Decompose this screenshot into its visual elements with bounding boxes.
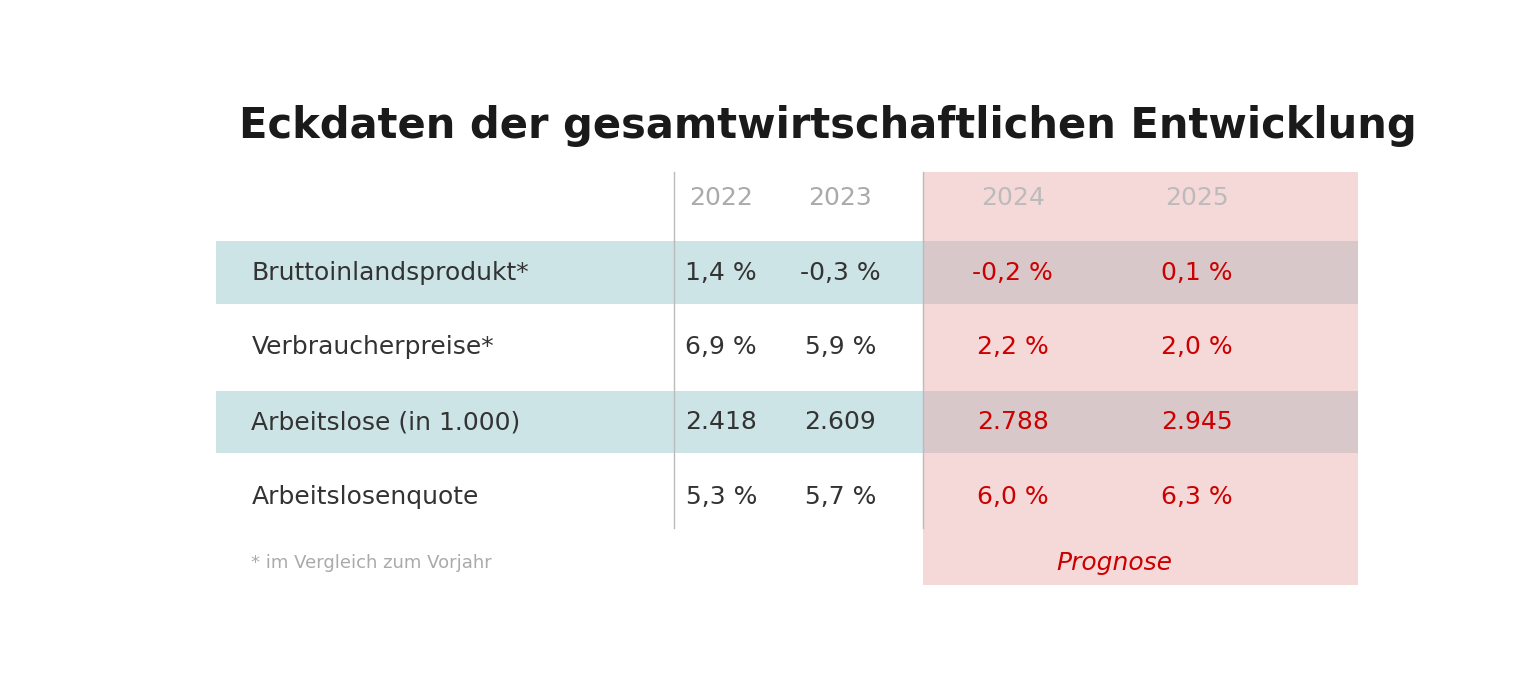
Text: 5,9 %: 5,9 % [804, 335, 876, 359]
Text: -0,3 %: -0,3 % [800, 261, 881, 285]
Text: Arbeitslose (in 1.000): Arbeitslose (in 1.000) [252, 410, 520, 434]
Bar [215, 241, 924, 304]
Text: Bruttoinlandsprodukt*: Bruttoinlandsprodukt* [252, 261, 530, 285]
Text: Prognose: Prognose [1056, 552, 1171, 575]
Text: 2024: 2024 [981, 186, 1045, 210]
Bar [924, 241, 1358, 304]
Text: 2,2 %: 2,2 % [976, 335, 1048, 359]
Bar [924, 391, 1358, 453]
Text: 1,4 %: 1,4 % [686, 261, 757, 285]
Text: Eckdaten der gesamtwirtschaftlichen Entwicklung: Eckdaten der gesamtwirtschaftlichen Entw… [239, 105, 1417, 146]
Text: 2.418: 2.418 [685, 410, 757, 434]
Text: Arbeitslosenquote: Arbeitslosenquote [252, 484, 479, 509]
Text: * im Vergleich zum Vorjahr: * im Vergleich zum Vorjahr [252, 554, 493, 572]
Text: 5,7 %: 5,7 % [804, 484, 876, 509]
Text: 2025: 2025 [1165, 186, 1230, 210]
Text: 6,0 %: 6,0 % [976, 484, 1048, 509]
Text: 2023: 2023 [809, 186, 872, 210]
Text: 2022: 2022 [689, 186, 754, 210]
Text: 2.945: 2.945 [1162, 410, 1233, 434]
Bar [215, 391, 924, 453]
Text: Verbraucherpreise*: Verbraucherpreise* [252, 335, 494, 359]
Text: -0,2 %: -0,2 % [972, 261, 1053, 285]
Bar [924, 172, 1358, 585]
Text: 2,0 %: 2,0 % [1162, 335, 1233, 359]
Text: 5,3 %: 5,3 % [686, 484, 757, 509]
Text: 0,1 %: 0,1 % [1162, 261, 1233, 285]
Text: 6,3 %: 6,3 % [1162, 484, 1233, 509]
Text: 2.788: 2.788 [976, 410, 1048, 434]
Text: 2.609: 2.609 [804, 410, 876, 434]
Text: 6,9 %: 6,9 % [686, 335, 757, 359]
